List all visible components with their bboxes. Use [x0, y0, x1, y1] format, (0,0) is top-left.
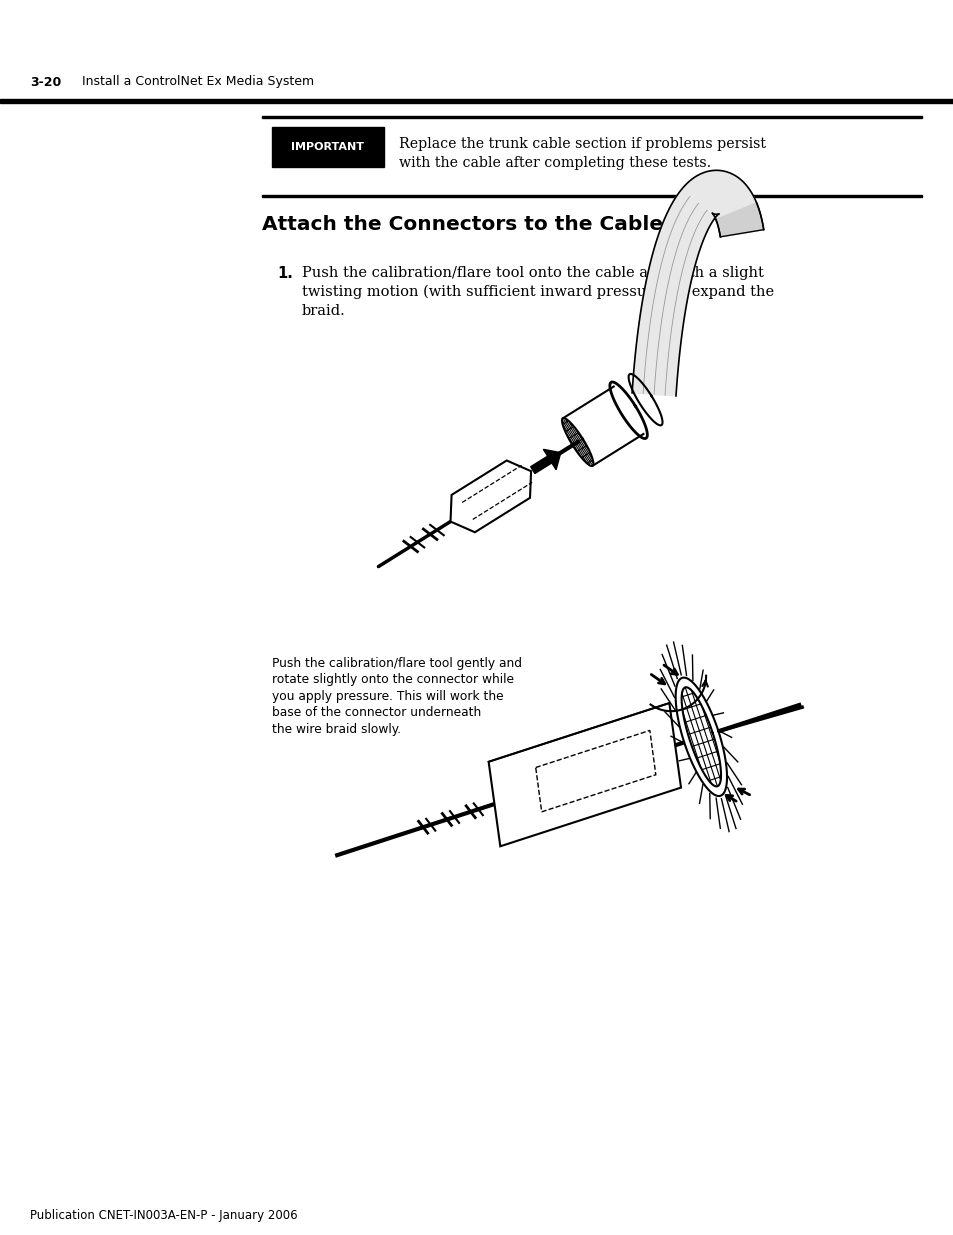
- Polygon shape: [675, 678, 726, 797]
- Polygon shape: [715, 203, 763, 237]
- Text: 3-20: 3-20: [30, 75, 61, 89]
- Text: Push the calibration/flare tool onto the cable and with a slight: Push the calibration/flare tool onto the…: [302, 266, 763, 280]
- Bar: [262, 195, 921, 198]
- Polygon shape: [488, 703, 680, 846]
- Text: braid.: braid.: [302, 304, 345, 317]
- Text: Install a ControlNet Ex Media System: Install a ControlNet Ex Media System: [82, 75, 314, 89]
- Text: IMPORTANT: IMPORTANT: [292, 142, 364, 152]
- Polygon shape: [530, 450, 560, 473]
- Text: Replace the trunk cable section if problems persist: Replace the trunk cable section if probl…: [398, 137, 765, 151]
- Text: the wire braid slowly.: the wire braid slowly.: [272, 722, 400, 736]
- Polygon shape: [450, 461, 531, 532]
- Text: 1.: 1.: [276, 266, 293, 282]
- Bar: [262, 116, 921, 119]
- Text: with the cable after completing these tests.: with the cable after completing these te…: [398, 156, 711, 170]
- Bar: [0, 99, 953, 103]
- Text: twisting motion (with sufficient inward pressure) to expand the: twisting motion (with sufficient inward …: [302, 285, 773, 299]
- Text: rotate slightly onto the connector while: rotate slightly onto the connector while: [272, 673, 514, 687]
- Text: base of the connector underneath: base of the connector underneath: [272, 706, 480, 720]
- Polygon shape: [632, 170, 763, 396]
- Text: Push the calibration/flare tool gently and: Push the calibration/flare tool gently a…: [272, 657, 521, 671]
- Text: you apply pressure. This will work the: you apply pressure. This will work the: [272, 690, 503, 703]
- Text: Publication CNET-IN003A-EN-P - January 2006: Publication CNET-IN003A-EN-P - January 2…: [30, 1209, 297, 1221]
- Text: Attach the Connectors to the Cable: Attach the Connectors to the Cable: [262, 215, 662, 233]
- Polygon shape: [681, 687, 720, 787]
- Bar: [272, 127, 384, 167]
